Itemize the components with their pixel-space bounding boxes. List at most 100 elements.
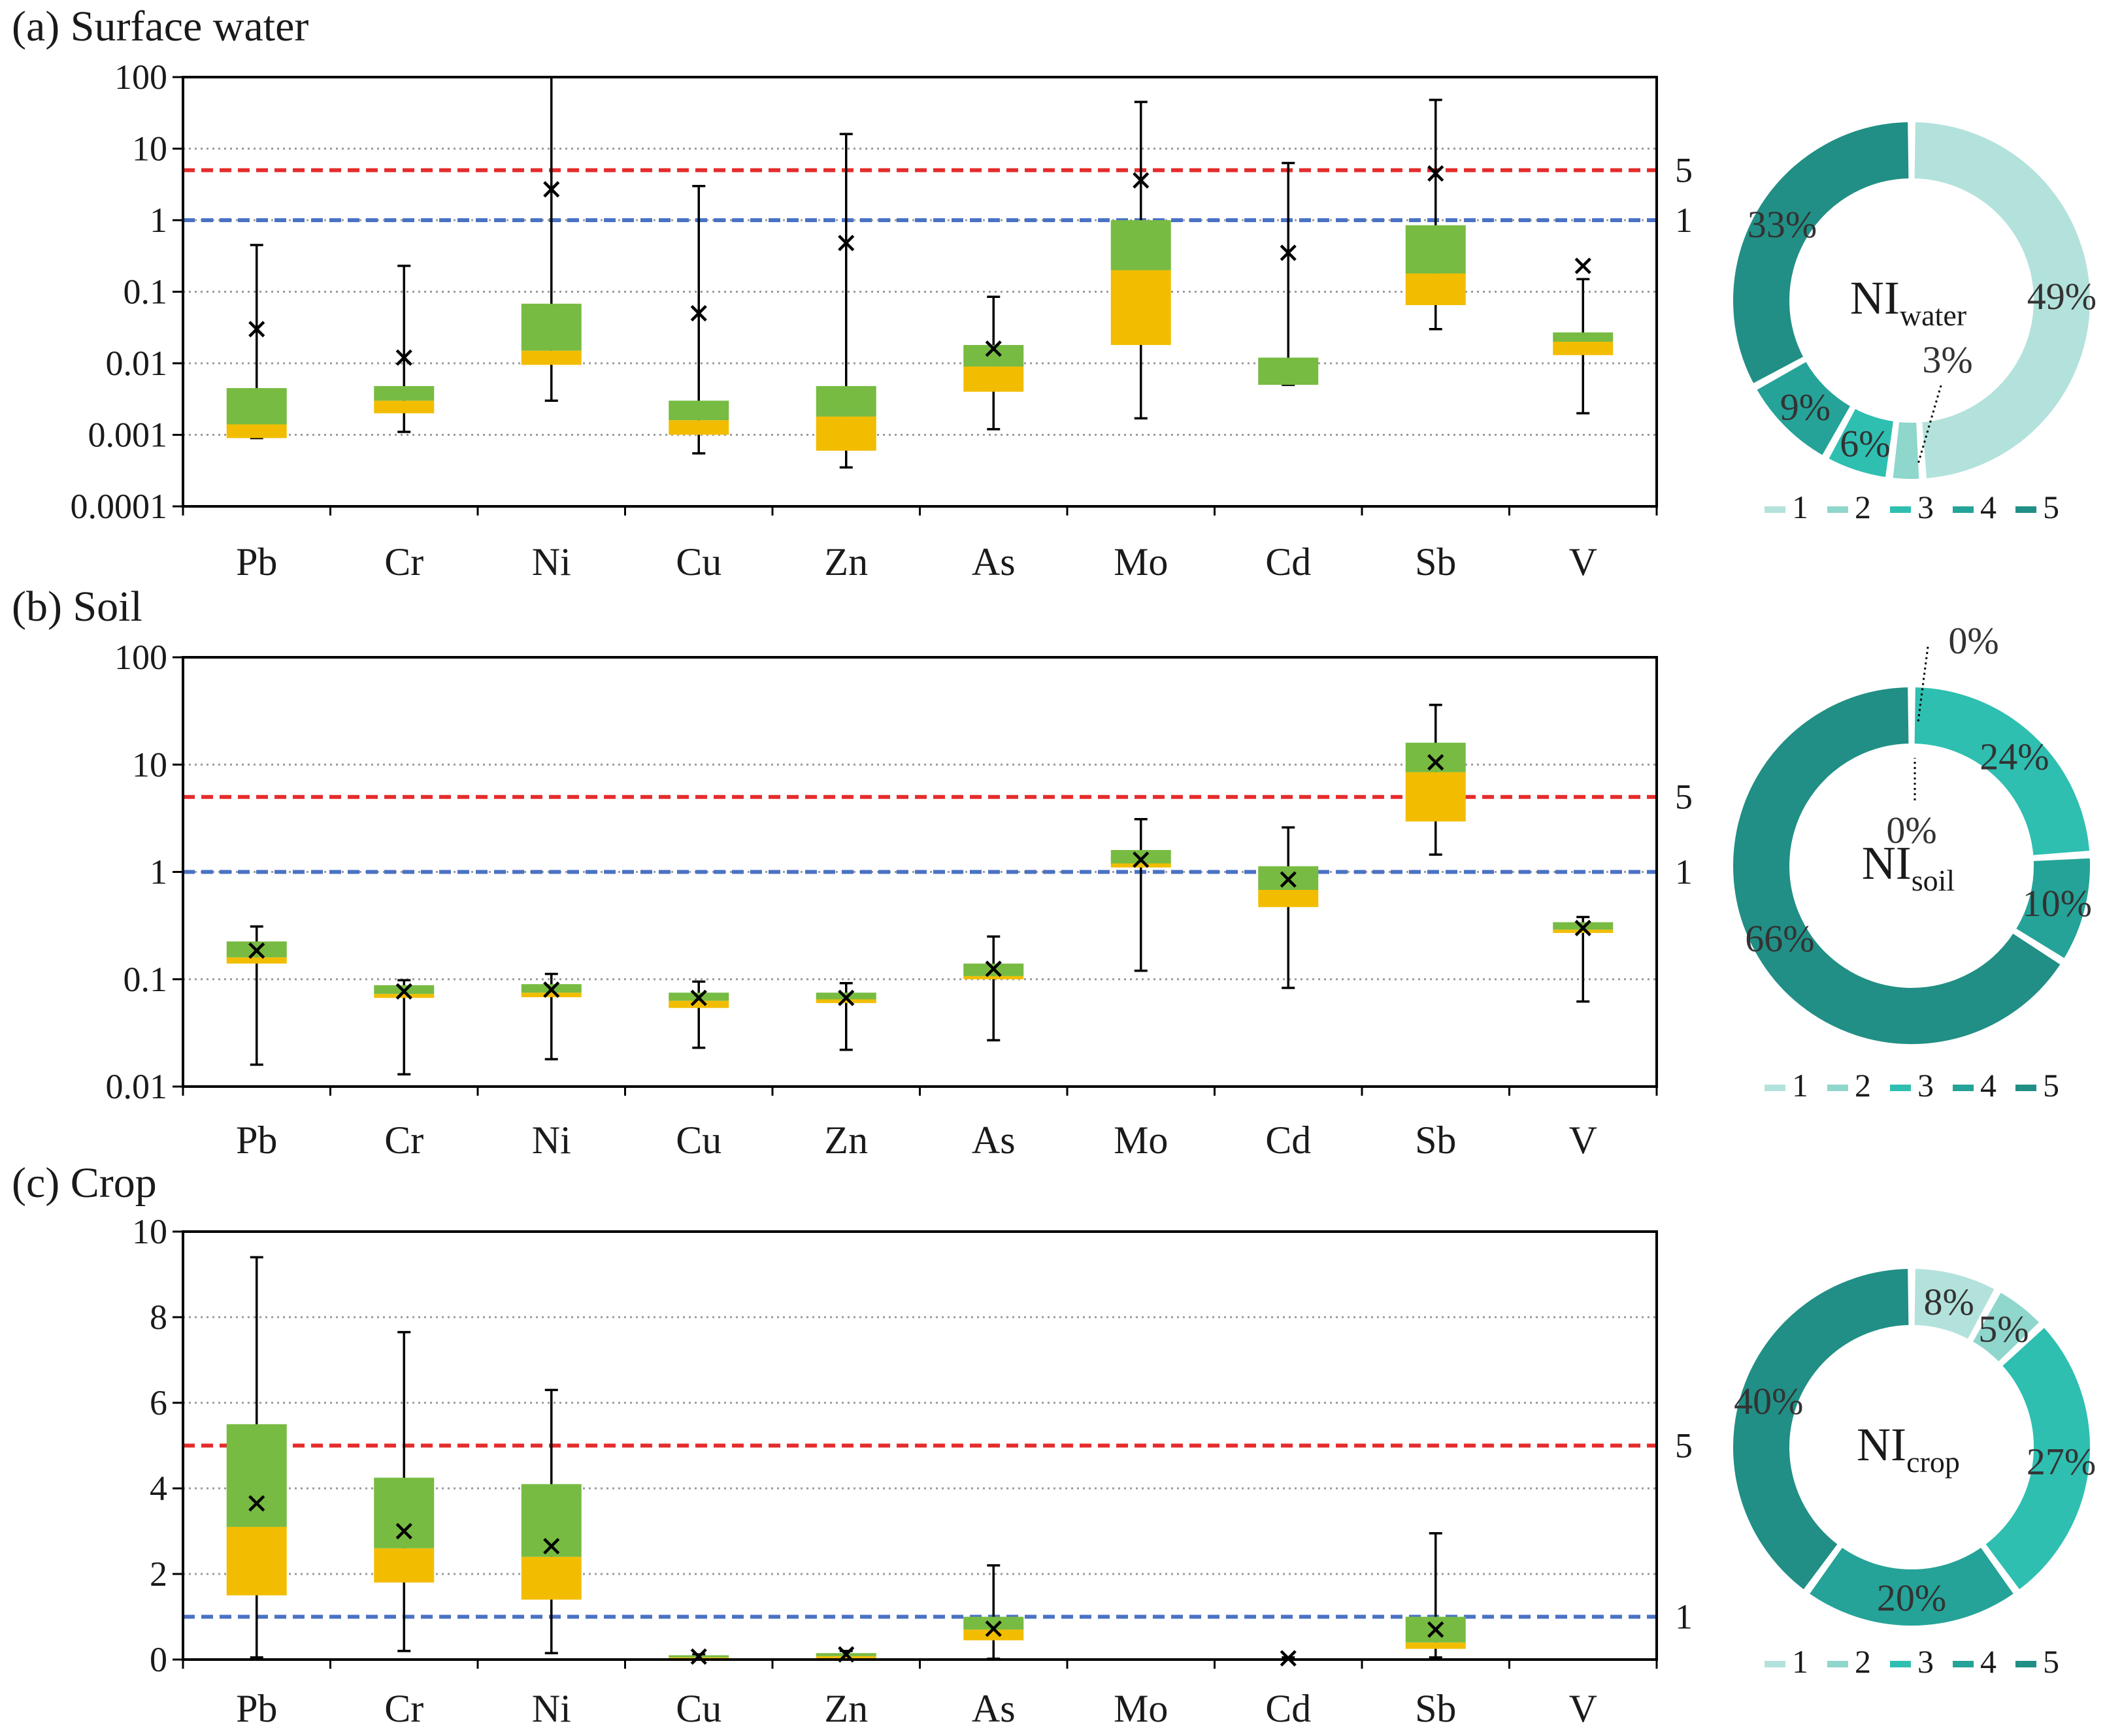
box-upper-quartile xyxy=(816,385,876,417)
x-tick-label: As xyxy=(972,1119,1016,1162)
box-V xyxy=(1553,257,1614,415)
x-tick-label: Sb xyxy=(1415,1119,1456,1162)
y-tick-label: 1 xyxy=(150,201,167,240)
mean-marker xyxy=(985,960,1002,977)
donut-slice-1 xyxy=(1912,119,2093,482)
box-upper-quartile xyxy=(669,401,729,421)
mean-marker xyxy=(985,1620,1002,1637)
reference-line-label: 1 xyxy=(1675,1597,1693,1637)
box-lower-quartile xyxy=(226,957,287,964)
legend-swatch xyxy=(1827,506,1848,513)
box-lower-quartile xyxy=(1553,929,1614,933)
legend-label: 1 xyxy=(1792,1643,1808,1680)
box-Cr xyxy=(374,1331,435,1652)
box-Cd xyxy=(1258,826,1319,989)
x-tick-label: Pb xyxy=(236,540,277,583)
box-As xyxy=(963,295,1024,431)
legend-label: 4 xyxy=(1980,1643,1997,1680)
reference-line-label: 1 xyxy=(1675,201,1693,240)
donut-center-main: NI xyxy=(1850,272,1900,324)
mean-marker xyxy=(543,1537,560,1555)
y-tick-label: 100 xyxy=(114,57,167,97)
donut-percent-label: 33% xyxy=(1748,203,1817,246)
box-lower-quartile xyxy=(963,975,1024,979)
box-lower-quartile xyxy=(963,1630,1024,1641)
box-Ni xyxy=(521,76,582,402)
box-lower-quartile xyxy=(521,1556,582,1600)
donut-center-label: NIcrop xyxy=(1857,1418,1960,1479)
mean-marker xyxy=(1133,172,1150,189)
x-tick-label: Cr xyxy=(384,540,423,583)
legend-label: 3 xyxy=(1917,489,1934,525)
y-tick-label: 8 xyxy=(150,1298,167,1337)
donut-center-subscript: crop xyxy=(1906,1445,1960,1479)
panel-title: (b) Soil xyxy=(12,583,142,631)
legend-label: 1 xyxy=(1792,489,1808,525)
legend-swatch xyxy=(1765,1661,1785,1667)
box-Sb xyxy=(1405,99,1466,331)
y-tick-label: 1 xyxy=(150,853,167,892)
legend-label: 2 xyxy=(1855,1643,1871,1680)
reference-line-label: 1 xyxy=(1675,853,1693,892)
legend-label: 4 xyxy=(1980,489,1997,525)
box-Pb xyxy=(226,925,287,1066)
y-tick-label: 100 xyxy=(114,638,167,677)
box-lower-quartile xyxy=(1405,772,1466,822)
mean-marker xyxy=(838,235,855,252)
box-As xyxy=(963,1564,1024,1660)
x-tick-label: Mo xyxy=(1114,1119,1168,1162)
x-tick-label: Pb xyxy=(236,1119,277,1162)
donut-slice-4 xyxy=(1753,358,1854,459)
box-lower-quartile xyxy=(374,401,435,414)
donut-slice-5 xyxy=(1730,684,2064,1047)
x-tick-label: Cu xyxy=(676,1119,721,1162)
box-upper-quartile xyxy=(226,387,287,425)
box-Cr xyxy=(374,979,435,1076)
x-tick-label: Cu xyxy=(676,1687,721,1730)
x-tick-label: Mo xyxy=(1114,540,1168,583)
box-lower-quartile xyxy=(669,420,729,435)
x-tick-label: Cd xyxy=(1265,1119,1311,1162)
box-lower-quartile xyxy=(521,992,582,998)
mean-marker xyxy=(248,1495,265,1512)
donut-percent-label: 40% xyxy=(1734,1380,1803,1422)
legend-label: 3 xyxy=(1917,1643,1934,1680)
mean-marker xyxy=(1427,1621,1444,1638)
donut-slice-2 xyxy=(1890,419,1922,482)
box-Pb xyxy=(226,244,287,440)
legend-label: 5 xyxy=(2043,489,2059,525)
box-Sb xyxy=(1405,704,1466,856)
mean-marker xyxy=(248,942,265,959)
donut-slice-4 xyxy=(1806,1544,2017,1628)
legend-label: 4 xyxy=(1980,1067,1997,1104)
y-tick-label: 2 xyxy=(150,1554,167,1594)
mean-marker xyxy=(985,340,1002,357)
panel-title: (c) Crop xyxy=(12,1159,157,1207)
donut-slice-3 xyxy=(1825,405,1897,480)
box-upper-quartile xyxy=(1405,742,1466,772)
box-lower-quartile xyxy=(669,1000,729,1008)
donut-percent-label: 27% xyxy=(2027,1441,2096,1483)
x-tick-label: Ni xyxy=(532,1119,571,1162)
mean-marker xyxy=(248,321,265,338)
donut-percent-label: 10% xyxy=(2023,882,2092,925)
box-Cu xyxy=(669,1648,729,1665)
x-tick-label: Cd xyxy=(1265,540,1311,583)
box-upper-quartile xyxy=(1553,922,1614,930)
box-upper-quartile xyxy=(374,385,435,401)
box-Zn xyxy=(816,981,876,1051)
x-tick-label: Cu xyxy=(676,540,721,583)
legend-swatch xyxy=(1953,1085,1974,1091)
donut-leader-line xyxy=(1917,385,1942,465)
box-Ni xyxy=(521,972,582,1060)
legend-swatch xyxy=(1890,1085,1911,1091)
mean-marker xyxy=(1574,919,1591,936)
donut-center-main: NI xyxy=(1857,1418,1906,1471)
box-Cd xyxy=(1258,161,1319,386)
legend-swatch xyxy=(1827,1085,1848,1091)
donut-percent-label: 49% xyxy=(2027,275,2097,318)
y-tick-label: 0.001 xyxy=(88,416,168,455)
box-Mo xyxy=(1110,101,1171,420)
panel-title: (a) Surface water xyxy=(12,3,308,50)
panel-3: (c) Crop 10 8 6 4 2 0 5 1 Pb Cr Ni Cu Zn As Mo Cd Sb V 8%5%… xyxy=(12,1159,2096,1730)
